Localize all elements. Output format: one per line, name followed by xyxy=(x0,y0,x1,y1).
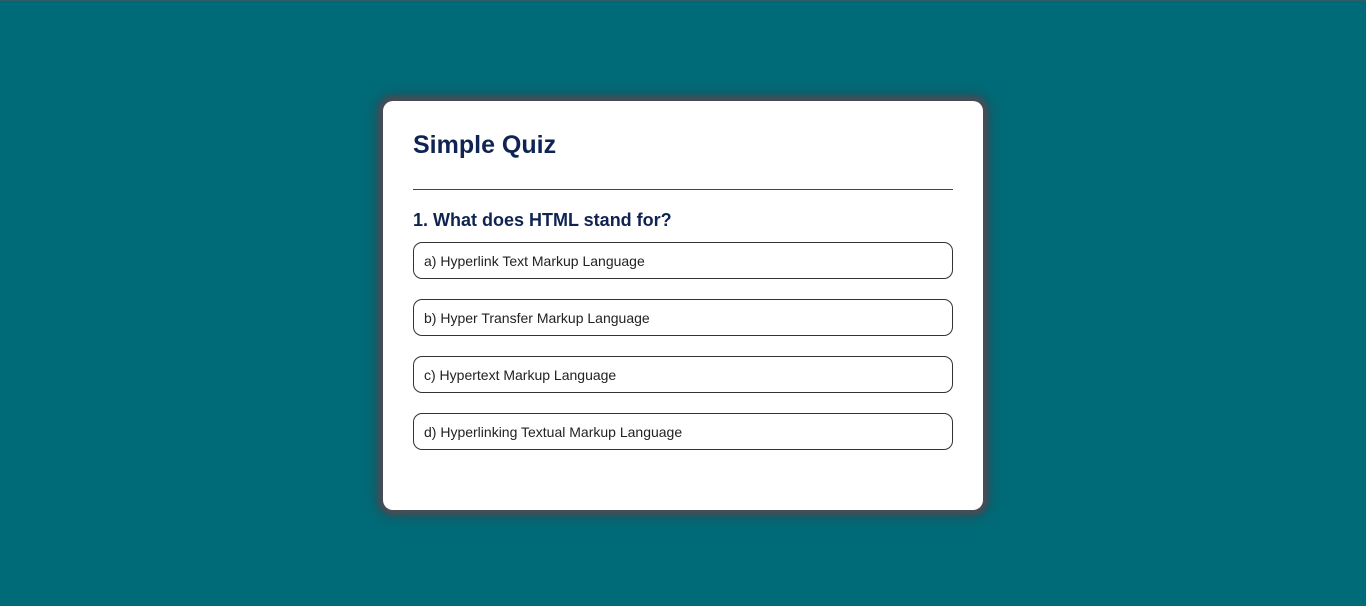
top-edge-line xyxy=(0,0,1366,1)
quiz-title: Simple Quiz xyxy=(413,131,557,159)
quiz-card: Simple Quiz 1. What does HTML stand for?… xyxy=(383,101,983,510)
answer-option-d[interactable]: d) Hyperlinking Textual Markup Language xyxy=(413,413,953,450)
title-divider xyxy=(413,189,953,190)
question-text: 1. What does HTML stand for? xyxy=(413,210,672,230)
answer-options: a) Hyperlink Text Markup Language b) Hyp… xyxy=(413,242,953,470)
answer-option-a[interactable]: a) Hyperlink Text Markup Language xyxy=(413,242,953,279)
answer-option-b[interactable]: b) Hyper Transfer Markup Language xyxy=(413,299,953,336)
answer-option-c[interactable]: c) Hypertext Markup Language xyxy=(413,356,953,393)
